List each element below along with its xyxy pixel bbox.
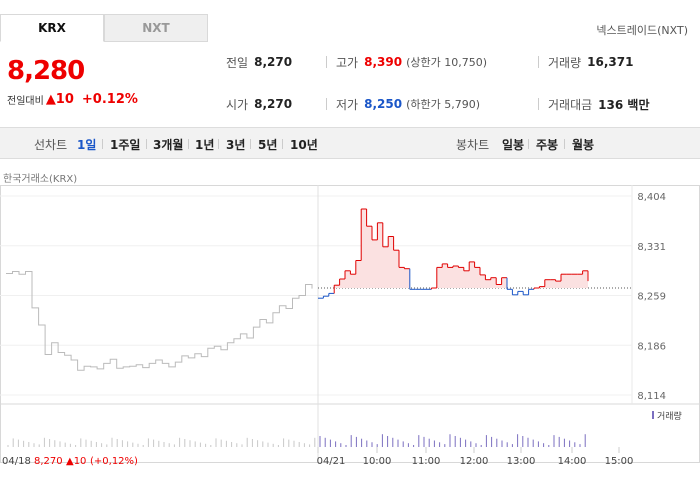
divider <box>250 139 251 149</box>
price-change: 전일대비 ▲10 +0.12% <box>7 92 138 107</box>
stat-value: 136 백만 <box>598 97 650 112</box>
stat-value: 8,270 <box>254 97 293 111</box>
divider <box>528 139 529 149</box>
change-percent: +0.12% <box>81 92 138 107</box>
stat-amount: 거래대금 136 백만 <box>548 94 649 114</box>
period-10y[interactable]: 10년 <box>290 138 318 152</box>
line-chart-label: 선차트 <box>34 138 68 152</box>
stat-label: 거래대금 <box>548 97 593 112</box>
exchange-caption: 한국거래소(KRX) <box>3 174 78 185</box>
x-tick-label: 12:00 <box>460 456 489 467</box>
stat-value: 8,270 <box>254 55 293 69</box>
prev-day-pct: (+0,12%) <box>90 456 138 467</box>
divider <box>564 139 565 149</box>
stat-label: 시가 <box>226 97 249 112</box>
current-price: 8,280 <box>7 56 85 86</box>
divider <box>326 56 327 68</box>
divider <box>282 139 283 149</box>
volume-legend-swatch <box>652 411 654 419</box>
stat-volume: 거래량 16,371 <box>548 52 633 72</box>
y-tick-label: 8,331 <box>637 242 666 253</box>
stat-label: 전일 <box>226 55 249 70</box>
period-5y[interactable]: 5년 <box>258 138 278 152</box>
divider <box>326 98 327 110</box>
candle-monthly[interactable]: 월봉 <box>572 138 595 152</box>
tab-krx[interactable]: KRX <box>0 14 104 42</box>
x-tick-label: 11:00 <box>412 456 441 467</box>
candle-weekly[interactable]: 주봉 <box>536 138 559 152</box>
chart-svg: 8,404 8,331 8,259 8,186 8,114 거래량 04/21 10:00 11… <box>0 185 700 467</box>
divider <box>538 98 539 110</box>
period-1w[interactable]: 1주일 <box>110 138 141 152</box>
x-tick-label: 14:00 <box>558 456 587 467</box>
price-chart: 8,404 8,331 8,259 8,186 8,114 거래량 04/21 10:00 11… <box>0 185 700 490</box>
change-value: ▲10 <box>45 92 74 107</box>
period-1d[interactable]: 1일 <box>77 138 97 152</box>
lower-limit: (하한가 5,790) <box>406 98 480 111</box>
period-3m[interactable]: 3개월 <box>153 138 184 152</box>
divider <box>218 139 219 149</box>
divider <box>538 56 539 68</box>
quote-stats: 전일 8,270 고가 8,390 (상한가 10,750) 거래량 16,37… <box>212 50 700 120</box>
prev-day-date: 04/18 <box>2 456 31 467</box>
period-selector: 선차트 1일 1주일 3개월 1년 3년 5년 10년 봉차트 일봉 주봉 월봉 <box>0 127 700 159</box>
y-tick-label: 8,259 <box>637 292 666 303</box>
change-label: 전일대비 <box>7 96 44 107</box>
candle-daily[interactable]: 일봉 <box>502 138 525 152</box>
stat-label: 고가 <box>336 55 359 70</box>
period-1y[interactable]: 1년 <box>195 138 215 152</box>
stat-value: 8,250 <box>364 97 403 111</box>
x-tick-label: 13:00 <box>507 456 536 467</box>
x-tick-label: 10:00 <box>363 456 392 467</box>
divider <box>102 139 103 149</box>
x-tick-label: 04/21 <box>317 456 346 467</box>
gain-fill <box>318 209 588 288</box>
prev-day-change: ▲10 <box>66 456 86 467</box>
volume-legend-label: 거래량 <box>657 410 682 422</box>
stat-value: 8,390 <box>364 55 403 69</box>
divider <box>146 139 147 149</box>
y-tick-label: 8,186 <box>637 341 666 352</box>
y-tick-label: 8,404 <box>637 192 666 203</box>
candle-chart-label: 봉차트 <box>456 138 490 152</box>
x-tick-label: 15:00 <box>605 456 634 467</box>
stat-value: 16,371 <box>587 55 634 69</box>
divider <box>188 139 189 149</box>
stat-label: 저가 <box>336 97 359 112</box>
stat-low: 저가 8,250 (하한가 5,790) <box>336 94 480 114</box>
prev-day-price: 8,270 <box>34 456 63 467</box>
chart-frame <box>0 185 700 463</box>
upper-limit: (상한가 10,750) <box>406 56 487 69</box>
stat-prev-close: 전일 8,270 <box>226 52 292 72</box>
period-3y[interactable]: 3년 <box>226 138 246 152</box>
stat-high: 고가 8,390 (상한가 10,750) <box>336 52 487 72</box>
stat-open: 시가 8,270 <box>226 94 292 114</box>
tab-nxt[interactable]: NXT <box>104 14 208 42</box>
prev-day-line <box>6 271 313 371</box>
stat-label: 거래량 <box>548 55 582 70</box>
y-tick-label: 8,114 <box>637 391 666 402</box>
nextrade-link[interactable]: 넥스트레이드(NXT) <box>596 24 688 37</box>
market-tabs: KRX NXT <box>0 14 208 42</box>
